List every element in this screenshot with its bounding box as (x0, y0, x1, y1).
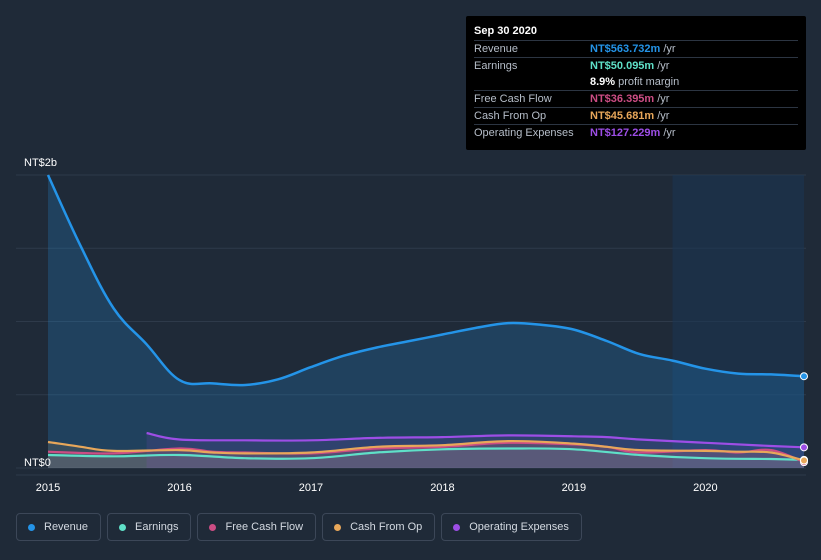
tooltip-unit: /yr (657, 93, 670, 105)
legend-item-free-cash-flow[interactable]: Free Cash Flow (197, 513, 317, 541)
tooltip-label: Free Cash Flow (474, 93, 552, 105)
tooltip-unit: /yr (657, 110, 670, 122)
legend-dot-icon (119, 523, 127, 531)
legend-item-operating-expenses[interactable]: Operating Expenses (441, 513, 582, 541)
x-tick-label: 2018 (430, 482, 454, 494)
tooltip-value: NT$563.732m (590, 43, 661, 55)
legend-label: Earnings (135, 521, 179, 533)
line-earnings (47, 447, 805, 461)
end-marker-operating-expenses (800, 443, 808, 452)
area-revenue (48, 175, 804, 468)
line-operating-expenses (146, 431, 805, 449)
end-marker-revenue (800, 372, 808, 381)
tooltip-label: Operating Expenses (474, 127, 574, 139)
tooltip-label: Cash From Op (474, 110, 547, 122)
tooltip-unit: profit margin (618, 76, 680, 88)
x-tick-label: 2020 (693, 482, 717, 494)
tooltip-value: 8.9% (590, 76, 616, 88)
tooltip-value: NT$45.681m (590, 110, 655, 122)
tooltip-value: NT$127.229m (590, 127, 661, 139)
legend-item-earnings[interactable]: Earnings (107, 513, 192, 541)
tooltip-row-operating-expenses: Operating Expenses NT$127.229m /yr (474, 124, 798, 141)
x-tick-label: 2016 (167, 482, 191, 494)
legend-item-revenue[interactable]: Revenue (16, 513, 102, 541)
tooltip-row-free-cash-flow: Free Cash Flow NT$36.395m /yr (474, 90, 798, 107)
legend-label: Revenue (44, 521, 89, 533)
x-axis-ticks: 2015 2016 2017 2018 2019 2020 (36, 482, 718, 494)
legend-dot-icon (334, 523, 342, 531)
legend-label: Cash From Op (350, 521, 423, 533)
area-cash-from-op (48, 441, 804, 468)
x-tick-label: 2019 (562, 482, 586, 494)
tooltip-unit: /yr (657, 60, 670, 72)
tooltip-date: Sep 30 2020 (474, 25, 537, 37)
y-tick-label-top: NT$2b (24, 157, 57, 169)
series-end-markers (800, 372, 808, 467)
end-marker-cash-from-op (800, 456, 808, 465)
data-tooltip: Sep 30 2020 Revenue NT$563.732m /yr Earn… (466, 16, 806, 150)
legend-item-cash-from-op[interactable]: Cash From Op (322, 513, 436, 541)
tooltip-row-cash-from-op: Cash From Op NT$45.681m /yr (474, 107, 798, 124)
chart-legend: Revenue Earnings Free Cash Flow Cash Fro… (16, 513, 582, 541)
tooltip-row-profit-margin: 8.9% profit margin (474, 74, 798, 90)
tooltip-row-revenue: Revenue NT$563.732m /yr (474, 40, 798, 57)
highlight-region (672, 175, 804, 468)
tooltip-unit: /yr (663, 127, 676, 139)
legend-dot-icon (209, 523, 217, 531)
line-cash-from-op (47, 439, 805, 462)
legend-dot-icon (28, 523, 35, 531)
x-tick-label: 2017 (299, 482, 323, 494)
legend-label: Operating Expenses (469, 521, 569, 533)
y-tick-label-zero: NT$0 (24, 457, 51, 469)
line-revenue (46, 174, 805, 387)
tooltip-label: Revenue (474, 43, 519, 55)
tooltip-value: NT$36.395m (590, 93, 655, 105)
tooltip-label (474, 74, 590, 90)
series-lines (46, 174, 805, 464)
legend-label: Free Cash Flow (225, 521, 304, 533)
x-tick-label: 2015 (36, 482, 60, 494)
tooltip-row-earnings: Earnings NT$50.095m /yr (474, 57, 798, 74)
legend-dot-icon (453, 523, 461, 531)
tooltip-label: Earnings (474, 60, 518, 72)
tooltip-value: NT$50.095m (590, 60, 655, 72)
tooltip-unit: /yr (663, 43, 676, 55)
